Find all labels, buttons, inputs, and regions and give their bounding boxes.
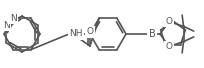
- Text: O: O: [86, 27, 93, 37]
- Text: O: O: [165, 17, 173, 26]
- Text: N: N: [3, 20, 10, 30]
- Text: NH: NH: [69, 30, 83, 38]
- Text: N: N: [10, 14, 16, 23]
- Text: O: O: [165, 42, 173, 51]
- Text: B: B: [149, 29, 155, 39]
